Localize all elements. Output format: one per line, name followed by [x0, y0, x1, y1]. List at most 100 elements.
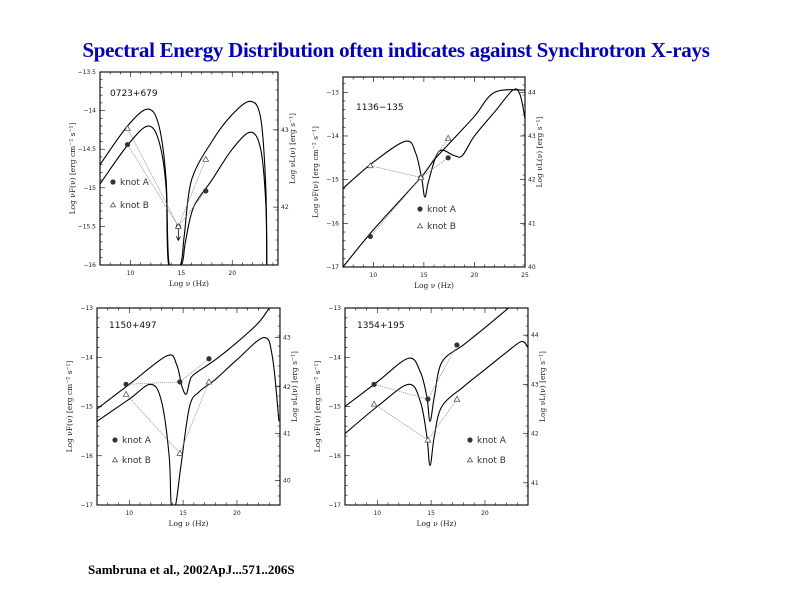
x-tick-label: 25: [521, 272, 529, 279]
data-line-circle: [373, 344, 458, 400]
data-line-circle: [370, 157, 449, 237]
y-tick-label: −17: [80, 502, 93, 509]
model-curve-upper: [345, 308, 509, 422]
model-curve-upper: [100, 100, 268, 265]
y-right-tick-label: 44: [531, 332, 539, 339]
knot-b-legend-marker: [416, 222, 424, 229]
knot-b-legend-label: knot B: [477, 456, 506, 466]
knot-a-point: [445, 155, 451, 161]
knot-b-point: [370, 400, 378, 407]
x-axis-label: Log ν (Hz): [414, 281, 454, 290]
y-tick-label: −13: [328, 305, 341, 312]
data-line-triangle: [125, 381, 210, 454]
knot-b-legend-marker: [466, 456, 474, 463]
knot-a-point: [206, 356, 212, 362]
y-tick-label: −16: [326, 220, 339, 227]
knot-b-point: [122, 390, 130, 397]
y-tick-label: −14.5: [78, 146, 97, 153]
knot-a-point: [371, 381, 377, 387]
y-right-axis-label: Log νL(ν) [erg s⁻¹]: [535, 116, 544, 187]
knot-a-point: [123, 381, 129, 387]
y-right-tick-label: 42: [528, 177, 536, 184]
y-tick-label: −13: [80, 305, 93, 312]
knot-a-legend-label: knot A: [120, 178, 150, 188]
x-tick-label: 10: [373, 510, 381, 517]
x-tick-label: 20: [233, 510, 241, 517]
knot-b-point: [202, 155, 210, 162]
knot-b-point: [417, 173, 425, 180]
y-right-tick-label: 42: [281, 204, 289, 211]
knot-b-point: [205, 378, 213, 385]
y-right-tick-label: 42: [531, 431, 539, 438]
model-curve-lower: [97, 337, 280, 505]
x-tick-label: 15: [179, 510, 187, 517]
panel-title: 1136−135: [356, 103, 404, 113]
data-line-circle: [126, 358, 210, 385]
y-tick-label: −13.5: [78, 69, 97, 76]
knot-b-point: [453, 395, 461, 402]
panel-0723-679: 10 15 20 −16 −15.5 −15 −14.5 −14 −13.5 43 42 Log ν …: [68, 69, 297, 288]
y-right-tick-label: 41: [531, 480, 539, 487]
y-tick-label: −13: [326, 89, 339, 96]
model-curve-lower: [345, 340, 528, 467]
y-tick-label: −16: [328, 453, 341, 460]
model-curve-lower: [343, 89, 525, 267]
knot-b-legend-label: knot B: [427, 222, 456, 232]
y-tick-label: −15: [83, 185, 96, 192]
y-tick-label: −16: [80, 453, 93, 460]
x-tick-label: 15: [427, 510, 435, 517]
y-tick-label: −15: [326, 177, 339, 184]
x-tick-label: 10: [370, 272, 378, 279]
knot-a-legend-marker: [110, 179, 116, 185]
knot-a-point: [425, 396, 431, 402]
knot-a-point: [367, 233, 373, 240]
y-right-tick-label: 43: [528, 133, 536, 140]
y-axis-label: Log νF(ν) [erg cm⁻² s⁻¹]: [68, 123, 77, 215]
y-tick-label: −17: [328, 502, 341, 509]
knot-b-legend-label: knot B: [122, 456, 151, 466]
knot-a-legend-label: knot A: [427, 205, 457, 215]
y-right-tick-label: 43: [531, 381, 539, 388]
y-right-tick-label: 44: [528, 89, 536, 96]
y-right-tick-label: 42: [283, 384, 291, 391]
arrow-head-icon: [175, 236, 181, 242]
model-curve-upper: [97, 308, 270, 410]
panel-1150-497: 10 15 20 −17 −16 −15 −14 −13 43 42 41 40 Log ν (Hz) L…: [65, 305, 299, 528]
slide-title: Spectral Energy Distribution often indic…: [82, 38, 710, 62]
y-right-tick-label: 40: [283, 477, 291, 484]
citation-footer: Sambruna et al., 2002ApJ...571..206S: [88, 562, 295, 577]
data-line-triangle: [373, 398, 458, 441]
y-right-axis-label: Log νL(ν) [erg s⁻¹]: [288, 113, 297, 184]
knot-b-point: [366, 162, 374, 169]
x-axis-label: Log ν (Hz): [169, 519, 209, 528]
y-right-axis-label: Log νL(ν) [erg s⁻¹]: [290, 351, 299, 422]
x-tick-label: 20: [228, 270, 236, 277]
legend: knot A knot B: [109, 178, 150, 211]
x-tick-label: 15: [420, 272, 428, 279]
y-tick-label: −16: [83, 262, 96, 269]
knot-a-point: [177, 379, 183, 385]
y-axis-label: Log νF(ν) [erg cm⁻² s⁻¹]: [65, 361, 74, 453]
knot-a-legend-label: knot A: [122, 436, 152, 446]
x-tick-label: 10: [125, 510, 133, 517]
y-tick-label: −15.5: [78, 223, 97, 230]
x-tick-label: 10: [127, 270, 135, 277]
y-tick-label: −14: [83, 108, 96, 115]
y-right-tick-label: 41: [283, 431, 291, 438]
y-right-tick-label: 43: [281, 127, 289, 134]
legend: knot A knot B: [416, 205, 457, 232]
legend: knot A knot B: [466, 436, 507, 466]
knot-a-legend-marker: [112, 437, 118, 443]
x-axis-label: Log ν (Hz): [169, 279, 209, 288]
knot-a-point: [124, 141, 131, 148]
x-axis-label: Log ν (Hz): [417, 519, 457, 528]
knot-b-point: [124, 124, 131, 131]
y-right-tick-label: 40: [528, 264, 536, 271]
panel-1354-195: 10 15 20 −17 −16 −15 −14 −13 44 43 42 41 Log ν (Hz) L…: [313, 305, 547, 528]
y-tick-label: −17: [326, 264, 339, 271]
x-tick-label: 15: [178, 270, 186, 277]
legend: knot A knot B: [111, 436, 152, 466]
x-tick-label: 20: [481, 510, 489, 517]
knot-b-point: [424, 436, 432, 443]
